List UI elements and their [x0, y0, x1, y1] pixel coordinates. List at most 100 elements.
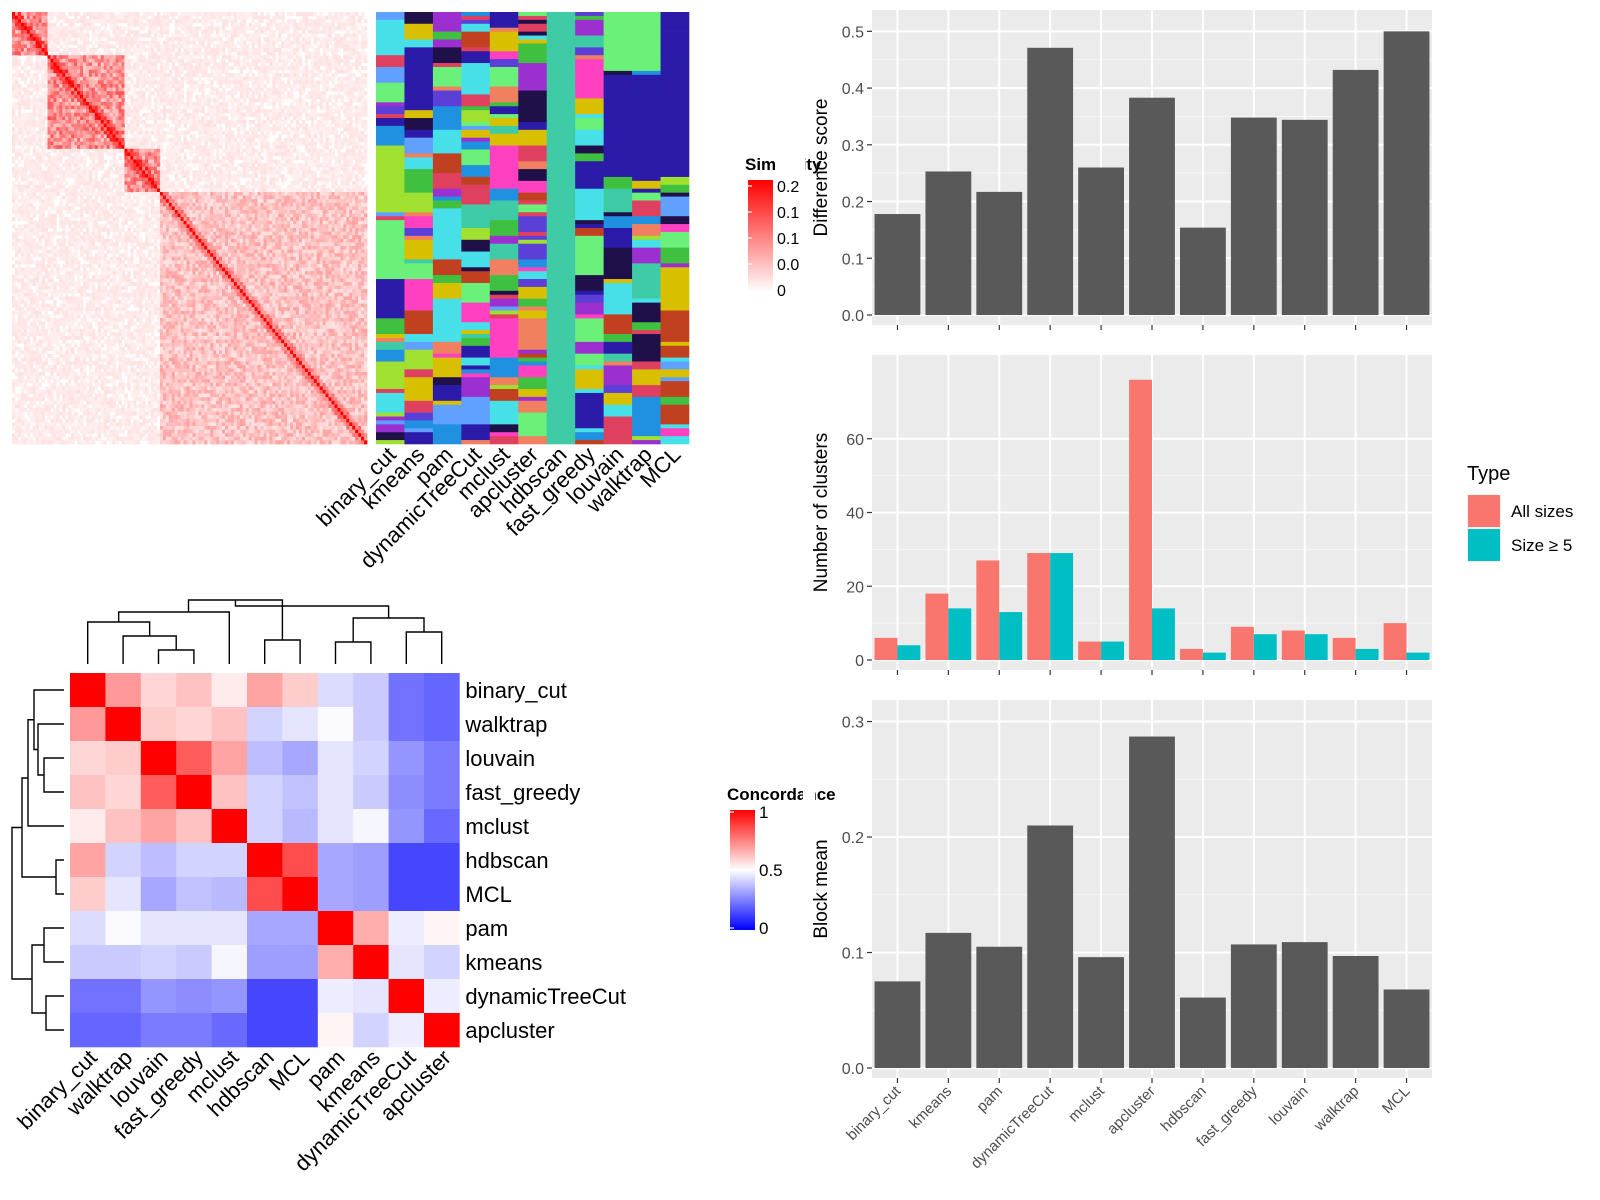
similarity-cell: [189, 141, 193, 146]
similarity-cell: [186, 188, 190, 193]
similarity-cell: [207, 26, 211, 31]
similarity-cell: [65, 62, 69, 67]
similarity-cell: [26, 188, 31, 193]
similarity-cell: [100, 19, 105, 24]
similarity-cell: [171, 116, 176, 121]
similarity-cell: [156, 40, 161, 45]
similarity-cell: [12, 156, 16, 160]
similarity-cell: [59, 94, 63, 99]
similarity-cell: [159, 44, 164, 49]
similarity-cell: [358, 22, 362, 27]
similarity-cell: [189, 22, 193, 27]
similarity-cell: [112, 80, 116, 85]
similarity-cell: [83, 148, 87, 153]
similarity-cell: [171, 134, 176, 139]
similarity-cell: [334, 15, 338, 20]
similarity-cell: [71, 123, 75, 128]
similarity-cell: [248, 62, 253, 67]
similarity-cell: [239, 127, 244, 132]
similarity-cell: [26, 55, 31, 60]
similarity-cell: [80, 94, 84, 99]
similarity-cell: [198, 98, 202, 103]
similarity-cell: [319, 188, 324, 193]
similarity-cell: [281, 98, 285, 103]
similarity-cell: [139, 174, 143, 178]
similarity-cell: [275, 40, 279, 45]
similarity-cell: [334, 12, 338, 16]
similarity-cell: [47, 177, 51, 182]
similarity-cell: [80, 87, 84, 92]
similarity-cell: [168, 12, 173, 16]
similarity-cell: [121, 76, 125, 81]
similarity-cell: [130, 181, 134, 186]
similarity-cell: [219, 84, 223, 88]
similarity-cell: [53, 148, 57, 153]
similarity-cell: [44, 145, 48, 150]
similarity-cell: [133, 159, 137, 164]
similarity-cell: [225, 170, 229, 175]
similarity-cell: [337, 94, 341, 99]
similarity-cell: [156, 163, 161, 168]
similarity-cell: [257, 188, 261, 193]
similarity-cell: [151, 80, 155, 85]
similarity-cell: [269, 156, 273, 160]
similarity-cell: [195, 62, 199, 67]
similarity-cell: [201, 87, 205, 92]
similarity-cell: [298, 40, 303, 45]
similarity-cell: [32, 163, 37, 168]
similarity-cell: [53, 120, 57, 124]
similarity-cell: [213, 127, 217, 132]
similarity-cell: [257, 98, 261, 103]
similarity-cell: [177, 87, 182, 92]
similarity-cell: [251, 181, 255, 186]
similarity-cell: [310, 123, 315, 128]
similarity-cell: [35, 73, 40, 78]
similarity-cell: [195, 174, 199, 178]
similarity-cell: [68, 80, 72, 85]
similarity-cell: [12, 80, 16, 85]
similarity-cell: [192, 40, 196, 45]
similarity-cell: [91, 87, 96, 92]
similarity-cell: [159, 109, 164, 114]
similarity-cell: [331, 174, 335, 178]
similarity-cell: [349, 120, 353, 124]
similarity-cell: [121, 19, 125, 24]
similarity-cell: [44, 159, 48, 164]
similarity-cell: [59, 120, 63, 124]
similarity-cell: [325, 112, 329, 117]
similarity-cell: [355, 87, 359, 92]
similarity-cell: [14, 80, 19, 85]
similarity-cell: [186, 130, 190, 135]
similarity-cell: [207, 159, 211, 164]
similarity-cell: [245, 109, 250, 114]
similarity-cell: [80, 102, 84, 106]
similarity-cell: [183, 123, 187, 128]
similarity-cell: [168, 109, 173, 114]
similarity-cell: [293, 112, 297, 117]
similarity-cell: [325, 174, 329, 178]
similarity-cell: [154, 109, 158, 114]
similarity-cell: [53, 48, 57, 52]
similarity-cell: [251, 48, 255, 52]
similarity-cell: [127, 159, 131, 164]
similarity-cell: [29, 123, 34, 128]
similarity-cell: [14, 138, 19, 142]
similarity-cell: [230, 112, 235, 117]
similarity-cell: [248, 22, 253, 27]
similarity-cell: [94, 98, 99, 103]
similarity-cell: [14, 62, 19, 67]
similarity-cell: [298, 130, 303, 135]
similarity-cell: [103, 120, 108, 124]
similarity-cell: [115, 109, 119, 114]
similarity-cell: [118, 120, 122, 124]
similarity-cell: [44, 26, 48, 31]
similarity-cell: [210, 127, 214, 132]
similarity-cell: [159, 84, 164, 88]
similarity-cell: [319, 120, 324, 124]
similarity-cell: [346, 141, 350, 146]
similarity-cell: [20, 30, 25, 34]
similarity-cell: [257, 134, 261, 139]
similarity-cell: [296, 138, 300, 142]
similarity-cell: [269, 22, 273, 27]
similarity-cell: [65, 58, 69, 63]
